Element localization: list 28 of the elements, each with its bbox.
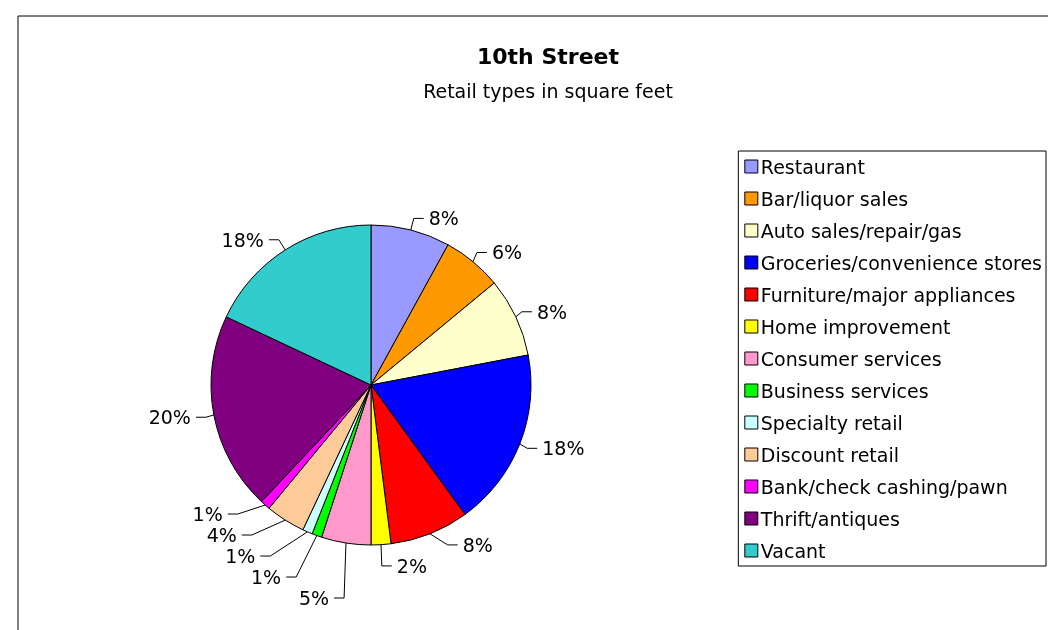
- data-label: 8%: [536, 300, 568, 323]
- data-label: 5%: [298, 587, 330, 610]
- data-label: 2%: [396, 554, 427, 577]
- legend-label: Thrift/antiques: [759, 507, 900, 530]
- chart-title: 10th Street: [476, 43, 620, 69]
- chart-subtitle: Retail types in square feet: [423, 79, 673, 102]
- data-label: 1%: [192, 503, 223, 526]
- legend-label: Specialty retail: [760, 411, 903, 434]
- legend-label: Vacant: [760, 539, 826, 562]
- data-label: 1%: [225, 545, 256, 568]
- data-label: 4%: [206, 524, 237, 547]
- data-label: 20%: [148, 406, 191, 429]
- data-label: 18%: [221, 228, 264, 251]
- legend-label: Groceries/convenience stores: [760, 251, 1042, 274]
- legend-label: Restaurant: [760, 155, 865, 178]
- legend-label: Business services: [760, 379, 929, 402]
- legend-label: Bank/check cashing/pawn: [760, 475, 1008, 498]
- legend-label: Home improvement: [760, 315, 951, 338]
- data-label: 18%: [542, 437, 585, 460]
- legend-label: Bar/liquor sales: [760, 187, 909, 210]
- legend-label: Consumer services: [760, 347, 942, 370]
- data-label: 8%: [462, 533, 493, 556]
- legend-label: Auto sales/repair/gas: [760, 219, 962, 242]
- data-label: 1%: [251, 566, 282, 589]
- data-label: 6%: [491, 241, 523, 264]
- data-label: 8%: [428, 207, 459, 230]
- legend-label: Discount retail: [760, 443, 899, 466]
- legend-label: Furniture/major appliances: [760, 283, 1016, 306]
